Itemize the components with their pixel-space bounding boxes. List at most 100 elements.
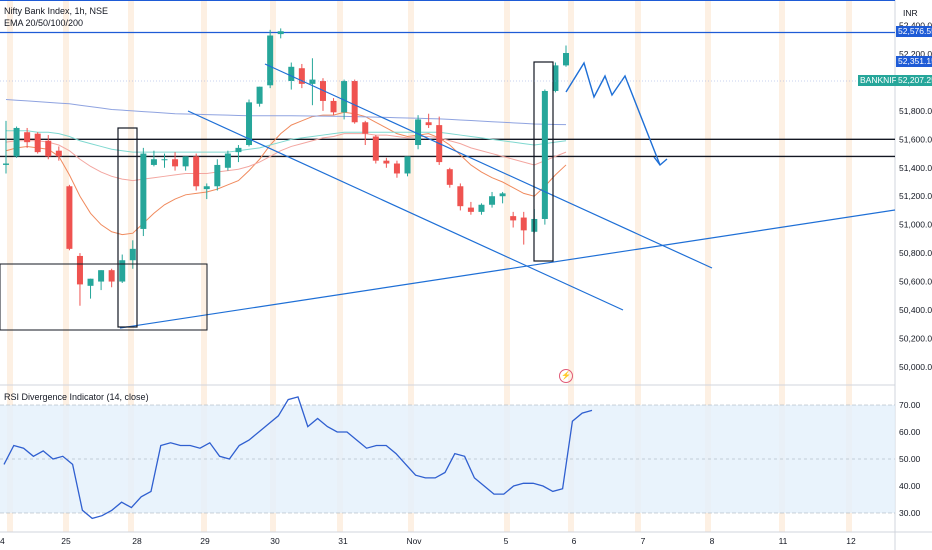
candle-body (246, 102, 253, 146)
lightning-icon[interactable]: ⚡ (559, 369, 573, 383)
candle (182, 156, 189, 171)
candle-body (150, 159, 157, 165)
candle (193, 153, 200, 191)
candle-body (24, 132, 31, 143)
candle (108, 268, 115, 288)
candle (478, 203, 485, 215)
candle-body (552, 65, 559, 91)
currency-label[interactable]: INR (903, 8, 918, 18)
candle-body (55, 150, 62, 157)
candle (256, 86, 263, 107)
candle-body (76, 255, 83, 285)
candle-body (161, 159, 168, 161)
price-tick-label: 50,800.00 (899, 248, 932, 258)
candle (140, 147, 147, 237)
candle-body (298, 68, 305, 84)
price-tick-label: 52,200.00 (899, 49, 932, 59)
candle-body (98, 270, 105, 282)
candle (172, 152, 179, 171)
rsi-tick-label: 60.00 (899, 427, 921, 437)
candle (372, 135, 379, 164)
ema-line (5, 111, 567, 236)
candle-body (362, 122, 369, 134)
channel-upper-line (264, 63, 713, 269)
candle (55, 146, 62, 161)
candle (309, 58, 316, 106)
candle (319, 78, 326, 111)
time-tick-label: 12 (846, 536, 856, 546)
ema-line (5, 133, 567, 182)
session-band (779, 0, 785, 532)
candle-body (499, 193, 506, 197)
rsi-indicator-label[interactable]: RSI Divergence Indicator (14, close) (4, 392, 149, 402)
candle (98, 270, 105, 291)
session-band (201, 0, 207, 532)
session-band (128, 0, 134, 532)
candle (24, 127, 31, 148)
candle-body (510, 216, 517, 221)
ema-indicator-label[interactable]: EMA 20/50/100/200 (4, 18, 84, 28)
candle (351, 79, 358, 124)
support-trendline (119, 209, 896, 329)
candle-body (34, 133, 41, 153)
candle-body (563, 53, 569, 66)
candle-body (224, 153, 231, 168)
candle (404, 156, 411, 177)
candle (267, 29, 274, 89)
consolidation-box (0, 263, 208, 331)
time-tick-label: Nov (406, 536, 422, 546)
candle (3, 120, 9, 174)
symbol-title[interactable]: Nifty Bank Index, 1h, NSE (4, 6, 109, 16)
time-tick-label: 5 (504, 536, 509, 546)
candle (415, 115, 422, 150)
candle-body (119, 260, 126, 282)
candle (13, 126, 20, 158)
candle-body (66, 186, 73, 249)
candle-body (277, 31, 284, 35)
candle-body (383, 160, 390, 164)
price-tick-label: 50,000.00 (899, 362, 932, 372)
candle (541, 89, 548, 225)
candle-body (203, 186, 210, 190)
time-tick-label: 6 (572, 536, 577, 546)
candle-body (330, 100, 337, 113)
price-tick-label: 51,000.00 (899, 220, 932, 230)
candle (76, 253, 83, 306)
candle (552, 62, 559, 93)
candle-body (129, 248, 136, 261)
ema-line (6, 130, 567, 153)
session-band (846, 0, 852, 532)
candle (150, 150, 157, 167)
price-tick-label: 50,600.00 (899, 277, 932, 287)
session-band (568, 0, 574, 532)
candle-body (372, 136, 379, 161)
ema-line (5, 99, 567, 126)
time-tick-label: 11 (779, 536, 788, 546)
candle (489, 191, 496, 208)
candle-body (45, 140, 52, 157)
time-tick-label: 4 (0, 536, 5, 546)
candle-body (415, 119, 422, 146)
candle (457, 183, 464, 211)
candle (499, 191, 506, 204)
candle (330, 98, 337, 116)
time-tick-label: 7 (641, 536, 646, 546)
candle-body (393, 163, 400, 174)
candle-body (235, 147, 242, 153)
candle-body (457, 186, 464, 207)
candle (510, 211, 517, 228)
projection-path (565, 61, 661, 166)
candle-body (193, 156, 200, 187)
candle-body (87, 278, 94, 286)
candle-body (478, 204, 485, 212)
rsi-line (3, 396, 593, 520)
price-tick-label: 51,600.00 (899, 134, 932, 144)
session-band (408, 0, 414, 532)
last-price-badge: 52,207.25 (896, 75, 932, 86)
candle (383, 157, 390, 168)
candle (436, 116, 443, 165)
time-tick-label: 25 (61, 536, 71, 546)
candle-body (140, 153, 147, 229)
candle-body (3, 163, 9, 165)
